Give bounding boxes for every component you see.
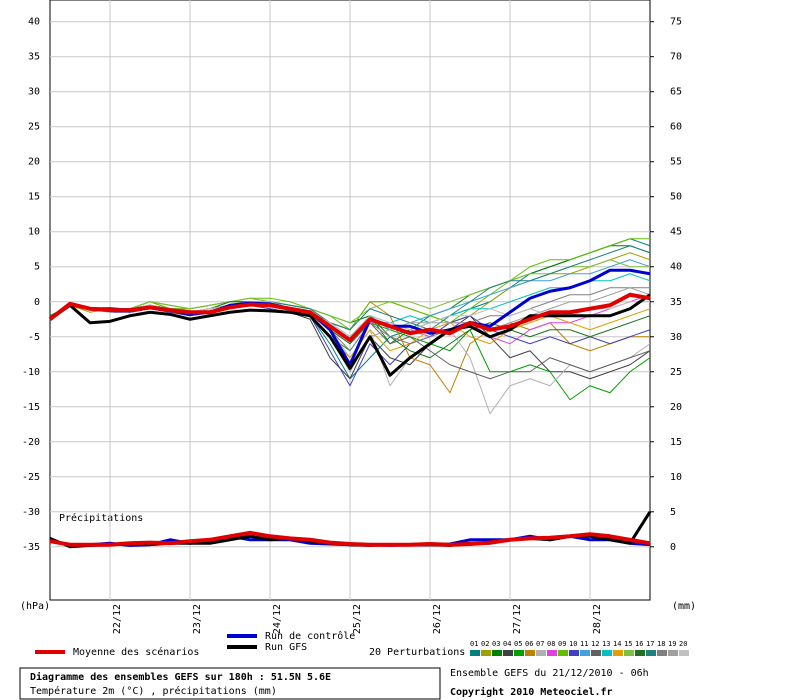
legend-swatch	[536, 650, 546, 656]
legend-swatch	[624, 650, 634, 656]
legend-swatch	[503, 650, 513, 656]
legend-swatch	[657, 650, 667, 656]
y-tick-label: 25	[28, 122, 40, 133]
y2-tick-label: 60	[670, 122, 682, 133]
legend-swatch	[679, 650, 689, 656]
y-tick-label: 15	[28, 192, 40, 203]
footer-box	[19, 667, 441, 700]
legend-swatch	[613, 650, 623, 656]
y2-tick-label: 65	[670, 87, 682, 98]
y2-tick-label: 40	[670, 262, 682, 273]
y-tick-label: 10	[28, 227, 40, 238]
legend-swatch	[492, 650, 502, 656]
y2-tick-label: 5	[670, 507, 676, 518]
y2-tick-label: 30	[670, 332, 682, 343]
legend-label: 12	[591, 640, 599, 648]
y2-tick-label: 15	[670, 437, 682, 448]
legend-label: 06	[525, 640, 533, 648]
run-info: Ensemble GEFS du 21/12/2010 - 06h	[450, 668, 649, 679]
legend-label: 20	[679, 640, 687, 648]
y2-tick-label: 50	[670, 192, 682, 203]
y2-tick-label: 55	[670, 157, 682, 168]
y-tick-label: -30	[22, 507, 40, 518]
copyright: Copyright 2010 Meteociel.fr	[450, 686, 613, 698]
y-tick-label: -10	[22, 367, 40, 378]
y-tick-label: 20	[28, 157, 40, 168]
y-axis-label: (hPa)	[20, 601, 50, 612]
y2-tick-label: 70	[670, 52, 682, 63]
x-tick-label: 28/12	[592, 604, 603, 634]
y2-tick-label: 35	[670, 297, 682, 308]
x-tick-label: 24/12	[272, 604, 283, 634]
legend-label: 16	[635, 640, 643, 648]
y-tick-label: 0	[34, 297, 40, 308]
legend-swatch	[580, 650, 590, 656]
y-tick-label: 40	[28, 17, 40, 28]
y2-tick-label: 0	[670, 542, 676, 553]
legend-label: 03	[492, 640, 500, 648]
temp-line	[49, 293, 651, 377]
y-tick-label: 30	[28, 87, 40, 98]
y-tick-label: -5	[28, 332, 40, 343]
legend-label: 10	[569, 640, 577, 648]
footer-title: Diagramme des ensembles GEFS sur 180h : …	[30, 671, 331, 683]
x-tick-label: 23/12	[192, 604, 203, 634]
x-tick-label: 25/12	[352, 604, 363, 634]
temp-line	[48, 292, 651, 343]
legend-label: 17	[646, 640, 654, 648]
y-tick-label: -15	[22, 402, 40, 413]
legend-label: 18	[657, 640, 665, 648]
legend-swatch	[635, 650, 645, 656]
legend-swatch	[668, 650, 678, 656]
legend-label: Moyenne des scénarios	[73, 646, 199, 658]
y-tick-label: -25	[22, 472, 40, 483]
y-tick-label: -35	[22, 542, 40, 553]
legend-label: 05	[514, 640, 522, 648]
legend-label: 19	[668, 640, 676, 648]
legend-swatch	[514, 650, 524, 656]
legend-label: 15	[624, 640, 632, 648]
y2-tick-label: 75	[670, 17, 682, 28]
y2-axis-label: (mm)	[672, 601, 696, 612]
y2-tick-label: 45	[670, 227, 682, 238]
y2-tick-label: 20	[670, 402, 682, 413]
legend-label: 02	[481, 640, 489, 648]
y-tick-label: 5	[34, 262, 40, 273]
legend-swatch	[481, 650, 491, 656]
legend-swatch	[569, 650, 579, 656]
legend-label: 14	[613, 640, 621, 648]
legend-swatch	[591, 650, 601, 656]
perturbations-label: 20 Perturbations	[369, 647, 465, 658]
x-tick-label: 26/12	[432, 604, 443, 634]
legend-label: Run GFS	[265, 642, 307, 653]
y2-tick-label: 25	[670, 367, 682, 378]
legend-swatch	[602, 650, 612, 656]
legend-swatch	[525, 650, 535, 656]
legend-label: 13	[602, 640, 610, 648]
legend-label: 09	[558, 640, 566, 648]
legend-swatch	[470, 650, 480, 656]
y-tick-label: -20	[22, 437, 40, 448]
precip-label: Précipitations	[59, 512, 143, 524]
legend-swatch	[547, 650, 557, 656]
legend-label: 01	[470, 640, 478, 648]
y-tick-label: 35	[28, 52, 40, 63]
footer-subtitle: Température 2m (°C) , précipitations (mm…	[30, 685, 277, 697]
precip-line	[49, 530, 651, 547]
y2-tick-label: 10	[670, 472, 682, 483]
legend-swatch	[646, 650, 656, 656]
legend-swatch	[558, 650, 568, 656]
legend-label: Run de contrôle	[265, 630, 355, 642]
legend-label: 04	[503, 640, 511, 648]
legend-label: 07	[536, 640, 544, 648]
legend-label: 11	[580, 640, 588, 648]
legend-label: 08	[547, 640, 555, 648]
x-tick-label: 22/12	[112, 604, 123, 634]
x-tick-label: 27/12	[512, 604, 523, 634]
